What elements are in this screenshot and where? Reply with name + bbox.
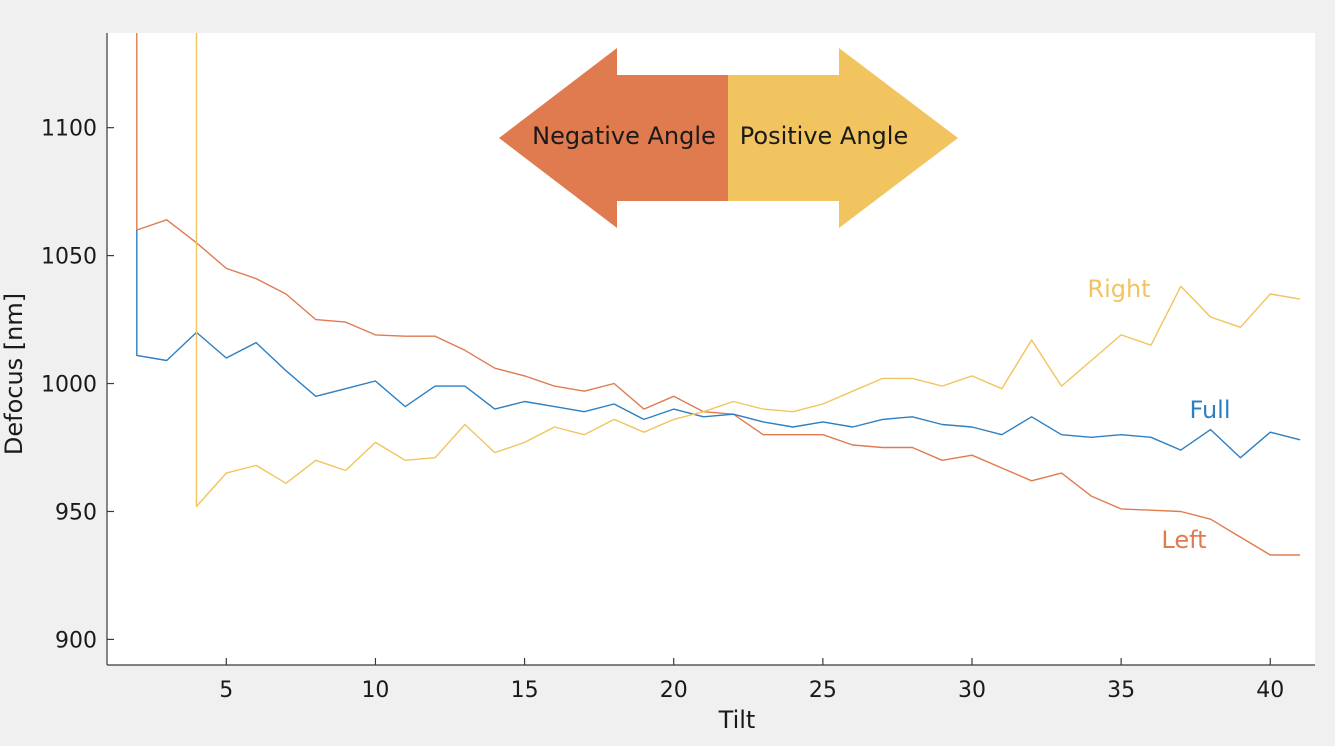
series-lines xyxy=(136,33,1301,556)
negative-angle-label: Negative Angle xyxy=(532,122,716,150)
x-tick-label: 5 xyxy=(219,678,233,703)
positive-angle-arrow xyxy=(728,48,958,228)
positive-angle-label: Positive Angle xyxy=(740,122,908,150)
x-tick-label: 30 xyxy=(958,678,986,703)
y-tick-label: 1000 xyxy=(41,373,97,398)
y-tick-label: 1100 xyxy=(41,117,97,142)
series-line-right xyxy=(195,33,1301,508)
x-tick-label: 20 xyxy=(660,678,688,703)
y-ticks: 900 950 1000 1050 1100 xyxy=(41,117,114,653)
x-tick-label: 10 xyxy=(361,678,389,703)
x-tick-label: 15 xyxy=(511,678,539,703)
x-ticks: 5 10 15 20 25 30 35 40 xyxy=(219,658,1284,703)
y-tick-label: 1050 xyxy=(41,245,97,270)
x-tick-label: 40 xyxy=(1256,678,1284,703)
y-tick-label: 950 xyxy=(55,500,97,525)
y-axis-label: Defocus [nm] xyxy=(0,293,28,455)
series-label-right: Right xyxy=(1087,275,1150,303)
x-tick-label: 35 xyxy=(1107,678,1135,703)
direction-arrow: Negative Angle Positive Angle xyxy=(499,48,958,228)
negative-angle-arrow xyxy=(499,48,728,228)
x-axis-label: Tilt xyxy=(718,706,756,734)
series-label-left: Left xyxy=(1161,526,1206,554)
series-label-full: Full xyxy=(1189,396,1230,424)
series-line-full xyxy=(136,230,1301,459)
y-tick-label: 900 xyxy=(55,628,97,653)
x-tick-label: 25 xyxy=(809,678,837,703)
